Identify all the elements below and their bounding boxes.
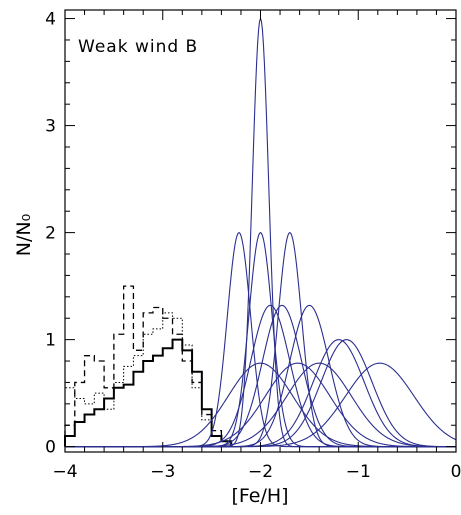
x-ticks: −4 −3 −2 −1 0 [52,10,461,482]
x-tick-label: −1 [346,462,371,482]
gaussian-curve [65,231,456,448]
y-tick-label: 0 [45,438,56,458]
x-tick-label: 0 [451,462,461,482]
y-tick-label: 3 [45,117,56,137]
y-axis-label: N/N₀ [13,214,35,256]
histogram-dotted [64,312,232,447]
y-tick-label: 1 [45,331,56,351]
histogram-dashed [64,285,232,447]
histogram-solid [64,338,233,447]
x-axis-label: [Fe/H] [231,485,288,507]
x-tick-label: −3 [150,462,175,482]
histogram-layer [64,285,233,447]
gaussian-layer [65,16,457,448]
x-tick-label: −2 [248,462,273,482]
x-tick-label: −4 [52,462,77,482]
y-tick-label: 4 [45,10,56,30]
gaussian-curve [65,231,456,448]
y-ticks: 0 1 2 3 4 [45,10,456,458]
y-tick-label: 2 [45,224,56,244]
gaussian-curve [65,231,456,448]
chart-annotation: Weak wind B [78,37,198,57]
